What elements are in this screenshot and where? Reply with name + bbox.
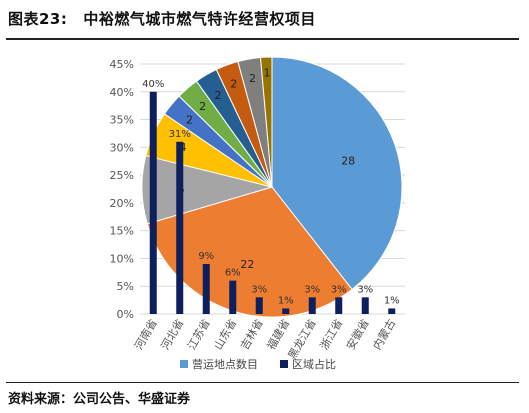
pie-slice-label: 2 — [199, 100, 206, 113]
bar — [282, 308, 290, 314]
category-label: 安徽省 — [343, 317, 372, 353]
bar — [149, 91, 157, 315]
legend: 营运地点数目 区域占比 — [180, 357, 336, 371]
pie-chart — [141, 56, 403, 318]
category-label: 吉林省 — [237, 317, 266, 353]
bar — [176, 141, 184, 314]
bar-value-label: 6% — [225, 268, 241, 279]
y-tick-label: 30% — [110, 141, 134, 154]
y-tick-label: 20% — [110, 197, 134, 210]
bar — [335, 297, 343, 314]
bar-value-label: 31% — [169, 129, 191, 140]
category-label: 河北省 — [159, 317, 187, 352]
bar-value-label: 3% — [251, 284, 267, 295]
y-tick-label: 5% — [117, 280, 134, 293]
bar — [388, 308, 396, 314]
y-tick-label: 15% — [110, 225, 134, 238]
y-tick-label: 35% — [110, 114, 134, 127]
category-label: 内蒙古 — [370, 317, 399, 353]
pie-slice-label: 22 — [240, 258, 254, 271]
bar — [308, 297, 316, 314]
pie-slice-label: 2 — [249, 72, 256, 85]
bar-value-label: 1% — [278, 295, 294, 306]
pie-slice — [271, 56, 403, 291]
legend-label-bar: 区域占比 — [292, 357, 336, 371]
chart-title: 图表23: 中裕燃气城市燃气特许经营权项目 — [8, 8, 316, 29]
pie-slice-label: 2 — [230, 77, 237, 90]
bar-value-label: 1% — [384, 295, 400, 306]
bar-value-label: 40% — [142, 79, 164, 90]
top-rule — [6, 38, 519, 40]
bar — [255, 297, 263, 314]
category-label: 山东省 — [212, 317, 240, 352]
category-label: 江苏省 — [185, 317, 213, 352]
category-label: 河南省 — [132, 317, 160, 352]
bar-value-label: 3% — [304, 284, 320, 295]
y-tick-label: 25% — [110, 169, 134, 182]
pie-slice-label: 2 — [215, 89, 222, 102]
bar-value-label: 9% — [198, 251, 214, 262]
pie-slice — [259, 56, 273, 188]
bar-value-label: 3% — [357, 284, 373, 295]
pie-slice-label: 28 — [341, 155, 355, 168]
pie-slice-label: 2 — [186, 113, 193, 126]
legend-label-pie: 营运地点数目 — [192, 357, 258, 371]
figure-title: 中裕燃气城市燃气特许经营权项目 — [83, 10, 316, 28]
y-axis-ticks: 0% 5% 10% 15% 20% 25% 30% 35% 40% 45% — [110, 58, 134, 321]
y-tick-label: 0% — [117, 308, 134, 321]
bar-labels: 40% 31% 9% 6% 3% 1% 3% 3% 3% 1% — [142, 79, 400, 307]
source-note: 资料来源：公司公告、华盛证券 — [8, 392, 191, 407]
pie-slice-label: 1 — [263, 67, 270, 80]
bar-value-label: 3% — [331, 284, 347, 295]
bottom-rule — [6, 382, 519, 383]
legend-swatch-bar — [280, 360, 288, 368]
bar — [229, 280, 237, 314]
category-label: 福建省 — [264, 317, 293, 353]
y-tick-label: 10% — [110, 252, 134, 265]
bar — [202, 264, 210, 314]
bar-series — [149, 91, 396, 315]
bar — [361, 297, 369, 314]
y-tick-label: 45% — [110, 58, 134, 71]
category-label: 浙江省 — [318, 317, 346, 352]
figure-code: 图表23: — [8, 10, 68, 28]
y-tick-label: 40% — [110, 86, 134, 99]
legend-swatch-pie — [180, 360, 188, 368]
